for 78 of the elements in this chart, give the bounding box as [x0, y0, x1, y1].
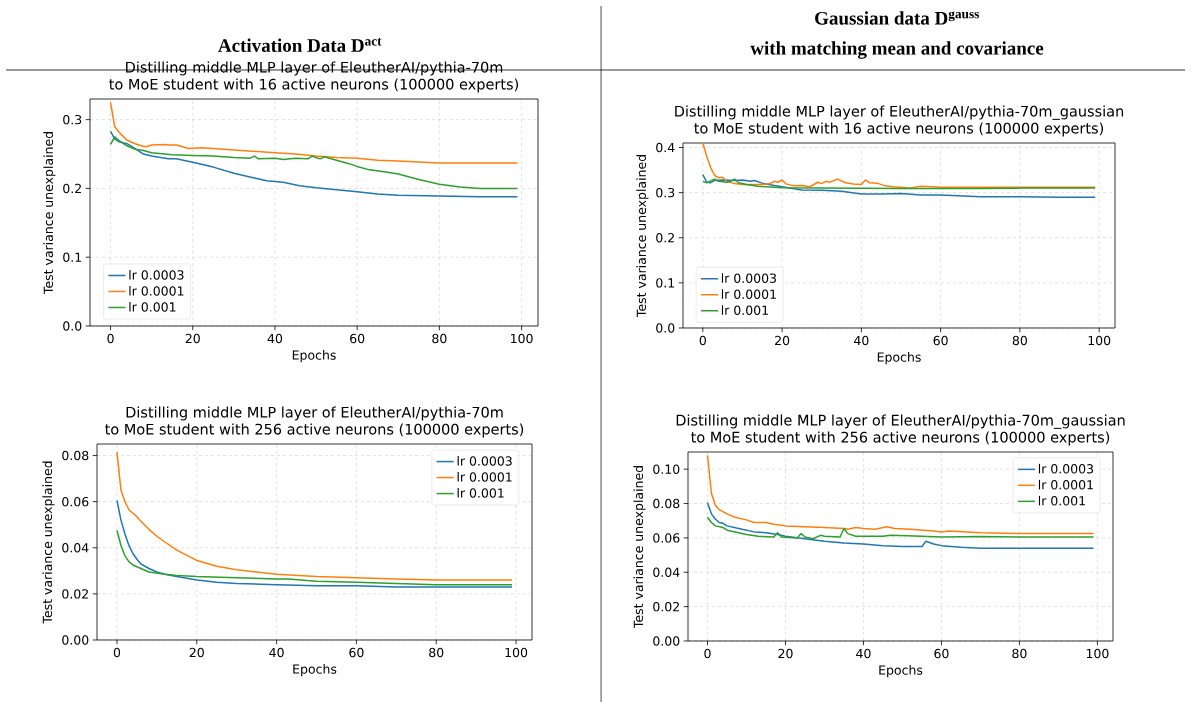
legend-label: lr 0.0001 — [721, 289, 776, 299]
line-series — [109, 130, 519, 198]
chart-subtitle: to MoE student with 256 active neurons (100000 experts) — [105, 423, 524, 438]
x-axis-title: Epochs — [877, 351, 921, 365]
x-tick-label: 40 — [856, 648, 871, 659]
x-tick-label: 60 — [933, 335, 948, 346]
chart-title: Distilling middle MLP layer of EleutherAI/pythia-70m — [126, 61, 503, 76]
x-tick-label: 100 — [1088, 335, 1111, 346]
legend-label: lr 0.0001 — [457, 471, 512, 482]
y-tick-label: 0.0 — [63, 321, 82, 331]
text: with matching mean and covariance — [750, 41, 1044, 59]
y-tick-label: 0.1 — [63, 252, 82, 262]
x-tick-label: 40 — [267, 333, 283, 344]
y-tick-label: 0.00 — [653, 636, 680, 646]
y-tick-label: 0.4 — [656, 142, 675, 153]
x-tick-label: 20 — [775, 335, 790, 346]
legend-label: lr 0.0003 — [721, 273, 777, 283]
y-tick-label: 0.02 — [62, 588, 88, 599]
x-tick-label: 40 — [854, 335, 869, 346]
y-tick-label: 0.00 — [62, 635, 89, 645]
y-tick-label: 0.06 — [653, 532, 680, 543]
legend-label: lr 0.0001 — [1038, 479, 1093, 490]
y-axis-title: Test variance unexplained — [636, 154, 649, 317]
y-tick-label: 0.1 — [656, 277, 675, 288]
x-tick-label: 20 — [189, 647, 204, 658]
chart-title: Distilling middle MLP layer of EleutherAI/pythia-70m_gaussian — [675, 105, 1124, 120]
x-tick-label: 80 — [432, 333, 447, 344]
x-tick-label: 60 — [350, 333, 365, 344]
y-tick-label: 0.10 — [653, 464, 680, 474]
line-series — [109, 135, 519, 189]
y-axis-title: Test variance unexplained — [42, 461, 55, 624]
y-tick-label: 0.2 — [63, 183, 81, 193]
x-tick-label: 0 — [113, 647, 121, 658]
y-tick-label: 0.08 — [62, 450, 89, 461]
chart-title: Distilling middle MLP layer of EleutherAI/pythia-70m — [126, 406, 503, 421]
x-tick-label: 100 — [505, 647, 528, 658]
y-tick-label: 0.06 — [62, 496, 89, 507]
chart-subtitle: to MoE student with 16 active neurons (100000 experts) — [694, 122, 1103, 137]
y-tick-label: 0.08 — [653, 498, 680, 509]
legend-label: lr 0.0003 — [1038, 463, 1094, 474]
legend-label: lr 0.001 — [129, 301, 176, 312]
chart-subtitle: to MoE student with 256 active neurons (100000 experts) — [691, 431, 1110, 446]
y-tick-label: 0.0 — [656, 323, 675, 333]
text: Activation Data D$^{act}$ — [218, 37, 382, 52]
y-tick-label: 0.04 — [62, 542, 89, 553]
y-tick-label: 0.2 — [656, 232, 674, 243]
x-tick-label: 100 — [511, 333, 533, 344]
line-series — [702, 178, 1096, 190]
y-axis-title: Test variance unexplained — [43, 131, 56, 294]
x-tick-label: 80 — [429, 647, 444, 658]
legend-label: lr 0.0003 — [129, 269, 184, 280]
x-tick-label: 80 — [1012, 335, 1027, 346]
x-tick-label: 0 — [704, 648, 711, 659]
x-tick-label: 80 — [1012, 648, 1027, 659]
x-tick-label: 0 — [107, 333, 114, 344]
x-tick-label: 20 — [185, 333, 200, 344]
legend-label: lr 0.0001 — [129, 285, 184, 296]
legend-label: lr 0.001 — [1038, 495, 1085, 506]
y-tick-label: 0.02 — [653, 601, 679, 612]
y-tick-label: 0.3 — [656, 187, 675, 198]
legend-label: lr 0.001 — [721, 305, 768, 315]
x-tick-label: 60 — [934, 648, 949, 659]
y-axis-title: Test variance unexplained — [633, 465, 646, 628]
chart-title: Distilling middle MLP layer of EleutherAI/pythia-70m_gaussian — [676, 414, 1125, 429]
x-tick-label: 100 — [1086, 648, 1109, 659]
x-axis-title: Epochs — [292, 349, 336, 363]
legend-label: lr 0.001 — [457, 487, 504, 498]
x-tick-label: 20 — [778, 648, 793, 659]
x-axis-title: Epochs — [879, 664, 923, 678]
y-tick-label: 0.3 — [63, 114, 82, 125]
x-tick-label: 60 — [349, 647, 364, 658]
x-tick-label: 40 — [269, 647, 284, 658]
y-tick-label: 0.04 — [653, 567, 680, 577]
chart-subtitle: to MoE student with 16 active neurons (100000 experts) — [109, 78, 518, 93]
text: Gaussian data D$^{gauss}$ — [815, 11, 979, 25]
x-tick-label: 0 — [699, 335, 706, 346]
x-axis-title: Epochs — [293, 663, 337, 677]
legend-label: lr 0.0003 — [457, 455, 512, 466]
